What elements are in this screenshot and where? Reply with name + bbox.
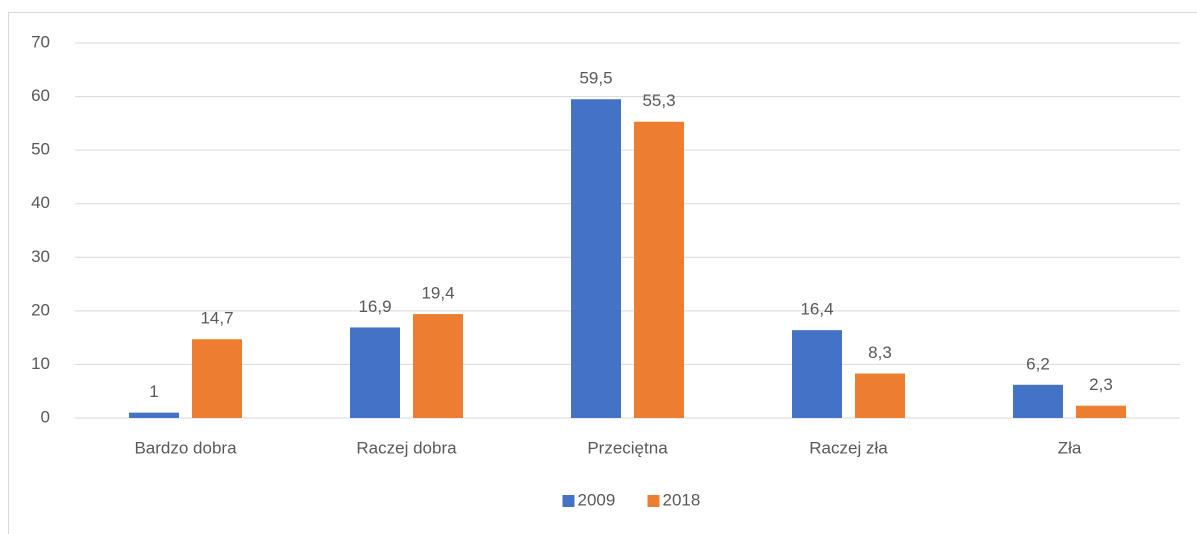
y-tick-label: 60 (31, 86, 50, 105)
data-label: 6,2 (1026, 354, 1050, 373)
data-label: 1 (149, 382, 158, 401)
x-tick-label: Bardzo dobra (134, 438, 237, 457)
bar (571, 99, 621, 418)
x-tick-label: Przeciętna (587, 438, 668, 457)
data-label: 2,3 (1089, 375, 1113, 394)
y-tick-label: 10 (31, 354, 50, 373)
chart-border (8, 12, 1197, 534)
x-tick-label: Raczej dobra (356, 438, 457, 457)
data-label: 19,4 (421, 284, 454, 303)
y-tick-label: 70 (31, 32, 50, 51)
bar (192, 339, 242, 418)
legend-label: 2009 (578, 490, 616, 509)
x-tick-label: Zła (1058, 438, 1082, 457)
y-tick-label: 40 (31, 193, 50, 212)
data-label: 14,7 (200, 309, 233, 328)
x-tick-label: Raczej zła (809, 438, 888, 457)
data-label: 59,5 (579, 69, 612, 88)
bar (413, 314, 463, 418)
data-label: 8,3 (868, 343, 892, 362)
data-label: 16,4 (800, 300, 833, 319)
y-tick-label: 30 (31, 247, 50, 266)
y-tick-label: 50 (31, 140, 50, 159)
legend-swatch (562, 495, 575, 507)
data-label: 16,9 (358, 297, 391, 316)
data-label: 55,3 (642, 91, 675, 110)
legend-label: 2018 (663, 490, 701, 509)
bar (792, 330, 842, 418)
bar (1076, 405, 1126, 418)
bar (1013, 384, 1063, 418)
y-tick-label: 0 (41, 407, 50, 426)
bar (129, 412, 179, 418)
y-tick-label: 20 (31, 300, 50, 319)
bar (855, 373, 905, 418)
legend-swatch (647, 495, 660, 507)
bar (350, 327, 400, 418)
bar (634, 121, 684, 418)
